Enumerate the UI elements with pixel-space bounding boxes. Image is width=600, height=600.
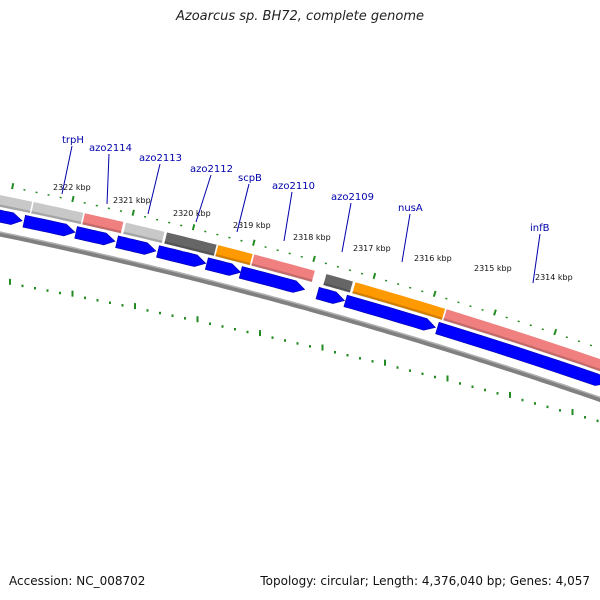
gene-leader-line <box>195 174 212 223</box>
gene-leader-line <box>236 183 250 233</box>
gene-leader-line <box>61 145 73 195</box>
outer-tick-ring <box>11 182 593 347</box>
gene-leader-line <box>401 213 411 263</box>
scale-label: 2322 kbp <box>53 183 91 192</box>
gene-labels: trpH azo2114 azo2113 azo2112 scpB azo2110 azo2… <box>61 135 550 284</box>
gene-label: azo2112 <box>190 164 233 175</box>
gene-feature-block <box>163 231 218 257</box>
gene-feature-block <box>442 308 600 372</box>
gene-feature-block <box>214 244 254 266</box>
scale-label: 2314 kbp <box>535 273 573 282</box>
cds-arrow <box>156 245 207 267</box>
gene-feature-shadow <box>123 231 163 244</box>
tick-mark <box>553 328 558 336</box>
cds-arrow <box>435 321 600 386</box>
gene-feature-block <box>351 281 446 321</box>
scale-label: 2319 kbp <box>233 221 271 230</box>
tick-mark <box>252 239 256 246</box>
gene-leader-line <box>106 153 110 205</box>
inner-tick-ring <box>9 278 599 423</box>
genome-backbone-shade <box>0 231 600 399</box>
scale-labels: 2322 kbp 2321 kbp 2320 kbp 2319 kbp 2318 kbp… <box>53 183 573 282</box>
tick-mark <box>191 224 196 231</box>
gene-leader-line <box>341 202 352 253</box>
gene-feature-block <box>322 273 354 294</box>
gene-feature-shadow <box>82 222 122 234</box>
gene-feature-shadow <box>0 204 31 214</box>
tick-mark <box>71 195 75 203</box>
gene-feature-block <box>30 201 84 225</box>
cds-arrow <box>204 257 242 276</box>
gene-label: trpH <box>62 135 84 146</box>
genome-stats-label: Topology: circular; Length: 4,376,040 bp… <box>260 574 590 588</box>
cds-arrow <box>115 235 157 255</box>
gene-feature-block <box>0 194 33 214</box>
scale-label: 2318 kbp <box>293 233 331 242</box>
cds-arrow <box>315 286 346 304</box>
genome-backbone-arc <box>0 232 600 403</box>
scale-label: 2317 kbp <box>353 244 391 253</box>
gene-feature-block <box>81 212 125 234</box>
tick-mark <box>312 255 316 263</box>
gene-label: azo2110 <box>272 181 315 192</box>
tick-mark <box>131 209 135 216</box>
gene-feature-shadow <box>31 211 82 225</box>
map-title: Azoarcus sp. BH72, complete genome <box>175 9 425 24</box>
tick-mark <box>432 290 437 297</box>
gene-leader-line <box>283 191 293 242</box>
scale-label: 2316 kbp <box>414 254 452 263</box>
cds-arrow <box>0 209 23 225</box>
scale-label: 2320 kbp <box>173 209 211 218</box>
gene-feature-shadow <box>323 282 351 293</box>
gene-feature-block <box>250 253 316 283</box>
gene-label: nusA <box>398 203 423 214</box>
gene-feature-shadow <box>215 254 251 266</box>
gene-label: azo2114 <box>89 143 132 154</box>
gene-label: azo2113 <box>139 153 182 164</box>
gene-label: scpB <box>238 173 262 184</box>
cds-arrow <box>238 266 306 293</box>
accession-label: Accession: NC_008702 <box>9 574 146 588</box>
tick-mark <box>493 309 497 316</box>
cds-arrow <box>22 214 76 237</box>
gene-feature-block <box>122 221 166 244</box>
gene-label: infB <box>530 223 550 234</box>
gene-feature-shadow <box>443 318 600 372</box>
gene-leader-line <box>147 163 161 215</box>
tick-mark <box>372 272 377 280</box>
gene-feature-shadow <box>251 263 313 283</box>
gene-feature-shadow <box>352 291 443 321</box>
gene-leader-line <box>532 233 541 284</box>
cds-arrow-track <box>0 209 600 386</box>
cds-arrow <box>343 294 436 331</box>
tick-mark <box>11 182 15 190</box>
scale-label: 2315 kbp <box>474 264 512 273</box>
gene-label: azo2109 <box>331 192 374 203</box>
feature-track <box>0 194 600 372</box>
scale-label: 2321 kbp <box>113 196 151 205</box>
cds-arrow <box>74 226 116 246</box>
gene-feature-shadow <box>164 241 215 257</box>
